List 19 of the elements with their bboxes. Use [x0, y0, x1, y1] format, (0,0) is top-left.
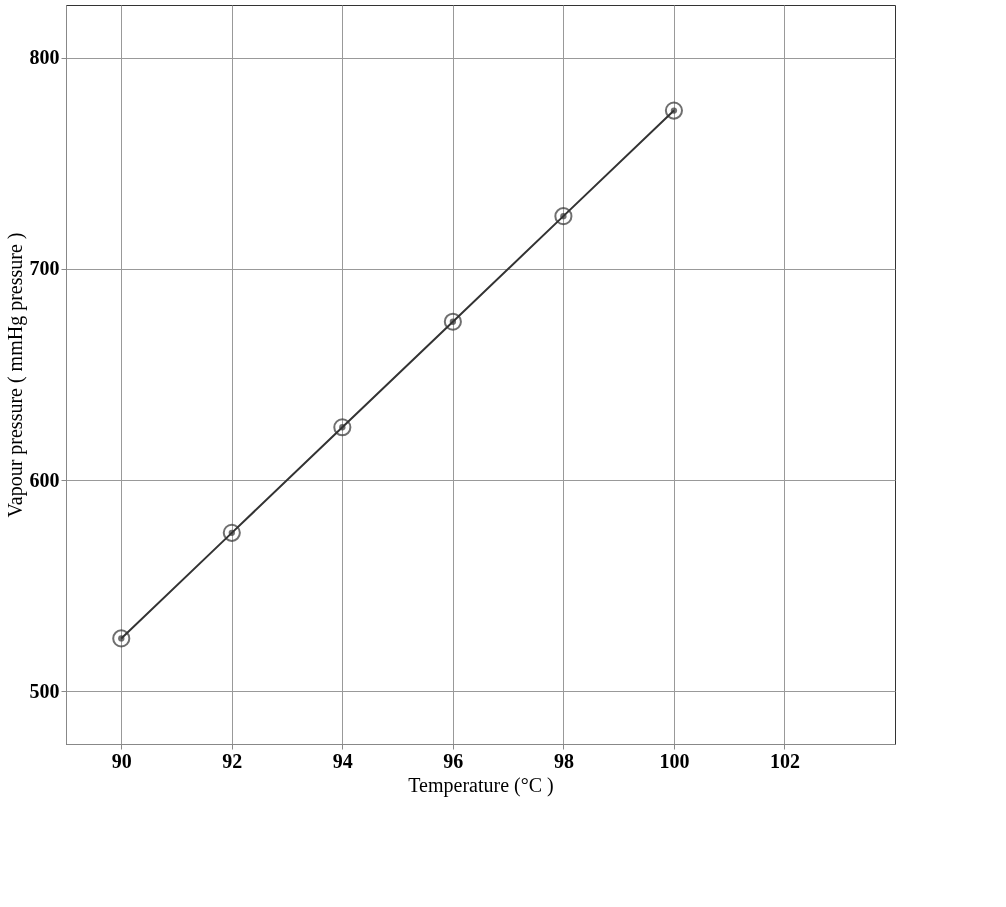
y-axis-title: Vapour pressure ( mmHg pressure ) [3, 232, 27, 518]
y-tick-label: 700 [29, 257, 60, 280]
y-tick-label: 500 [29, 679, 60, 702]
x-tick-label: 90 [111, 749, 132, 772]
point [664, 101, 683, 120]
point [112, 629, 131, 648]
x-tick-label: 102 [769, 749, 800, 772]
x-axis-title: Temperature (°C ) [408, 773, 554, 797]
point [333, 418, 352, 437]
x-tick-label: 92 [222, 749, 243, 772]
point [554, 207, 573, 226]
x-tick-label: 94 [332, 749, 353, 772]
point [443, 312, 462, 331]
x-tick-label: 98 [553, 749, 574, 772]
y-tick-label: 600 [29, 468, 60, 491]
y-tick-label: 800 [29, 46, 60, 69]
point [222, 523, 241, 542]
x-tick-label: 100 [659, 749, 690, 772]
x-tick-label: 96 [443, 749, 464, 772]
